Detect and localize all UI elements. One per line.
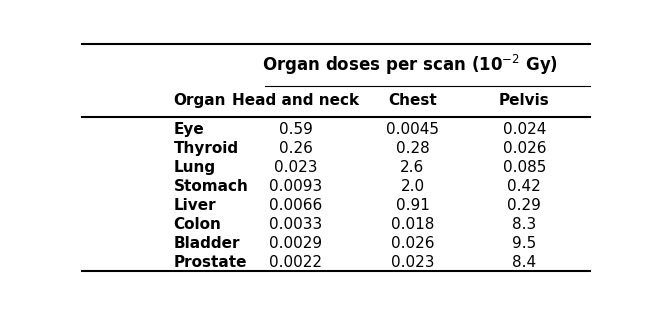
Text: 0.023: 0.023 [391, 255, 434, 270]
Text: 0.085: 0.085 [502, 160, 546, 175]
Text: 0.0093: 0.0093 [269, 179, 322, 194]
Text: Lung: Lung [173, 160, 216, 175]
Text: 0.0022: 0.0022 [269, 255, 322, 270]
Text: Chest: Chest [388, 93, 437, 108]
Text: Organ: Organ [173, 93, 226, 108]
Text: 0.0029: 0.0029 [269, 236, 322, 251]
Text: 0.59: 0.59 [279, 122, 312, 137]
Text: Eye: Eye [173, 122, 204, 137]
Text: 0.018: 0.018 [391, 217, 434, 232]
Text: 2.6: 2.6 [400, 160, 424, 175]
Text: Head and neck: Head and neck [232, 93, 359, 108]
Text: 0.26: 0.26 [279, 141, 312, 156]
Text: 0.0033: 0.0033 [269, 217, 322, 232]
Text: 0.0045: 0.0045 [386, 122, 439, 137]
Text: 9.5: 9.5 [512, 236, 537, 251]
Text: 0.026: 0.026 [502, 141, 546, 156]
Text: 0.0066: 0.0066 [269, 198, 322, 213]
Text: 0.42: 0.42 [508, 179, 541, 194]
Text: Liver: Liver [173, 198, 216, 213]
Text: 8.3: 8.3 [512, 217, 537, 232]
Text: 0.28: 0.28 [396, 141, 429, 156]
Text: 0.29: 0.29 [507, 198, 541, 213]
Text: Organ doses per scan (10$^{-2}$ Gy): Organ doses per scan (10$^{-2}$ Gy) [262, 53, 558, 77]
Text: Stomach: Stomach [173, 179, 249, 194]
Text: 0.026: 0.026 [391, 236, 434, 251]
Text: Thyroid: Thyroid [173, 141, 239, 156]
Text: 2.0: 2.0 [400, 179, 424, 194]
Text: Prostate: Prostate [173, 255, 247, 270]
Text: 0.024: 0.024 [502, 122, 546, 137]
Text: Colon: Colon [173, 217, 221, 232]
Text: 0.023: 0.023 [274, 160, 318, 175]
Text: 0.91: 0.91 [396, 198, 430, 213]
Text: Bladder: Bladder [173, 236, 240, 251]
Text: Pelvis: Pelvis [499, 93, 550, 108]
Text: 8.4: 8.4 [512, 255, 537, 270]
